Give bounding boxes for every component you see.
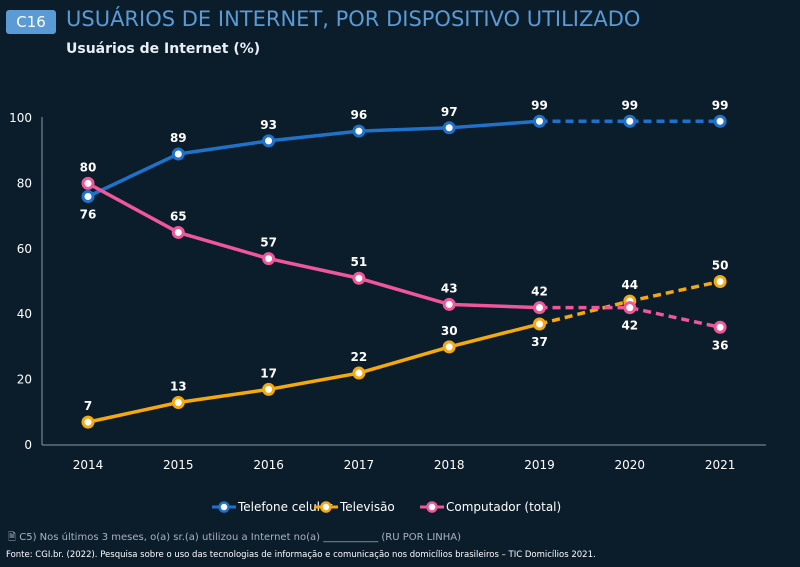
data-point [352,124,366,138]
data-label: 97 [441,105,458,119]
y-tick-label: 100 [9,111,32,125]
legend-label: Telefone celular [237,500,332,514]
y-tick-label: 20 [17,373,32,387]
footnote: 🗎 C5) Nos últimos 3 meses, o(a) sr.(a) u… [8,530,461,547]
series-line-solid [87,322,540,424]
chart-subtitle: Usuários de Internet (%) [66,41,261,57]
data-point [262,252,276,266]
data-label: 36 [712,338,729,352]
x-tick-label: 2018 [434,458,465,472]
y-tick-label: 40 [17,307,32,321]
document-icon: 🗎 [8,532,17,543]
chart-title: USUÁRIOS DE INTERNET, POR DISPOSITIVO UT… [66,7,641,31]
x-tick-label: 2019 [524,458,555,472]
data-point [442,121,456,135]
data-point [262,134,276,148]
series-line-solid [87,119,540,199]
data-point [262,382,276,396]
data-label: 96 [351,108,368,122]
data-point [533,317,546,331]
data-label: 89 [170,131,187,145]
data-label: 30 [441,324,458,338]
data-point [81,415,95,429]
data-point [713,114,727,128]
legend-label: Televisão [339,500,395,514]
data-point [533,301,546,315]
data-label: 22 [351,350,368,364]
data-label: 43 [441,281,458,295]
data-point [623,301,637,315]
data-label: 37 [531,335,548,349]
data-label: 7 [84,399,92,413]
data-label: 76 [80,207,97,221]
data-point [81,189,95,203]
data-label: 13 [170,379,187,393]
x-tick-label: 2021 [705,458,736,472]
data-label: 99 [712,98,729,112]
x-tick-label: 2014 [73,458,104,472]
data-label: 51 [351,255,368,269]
data-point [352,366,366,380]
data-label: 93 [260,118,277,132]
x-tick-label: 2020 [615,458,646,472]
data-label: 57 [260,236,277,250]
data-point [352,271,366,285]
data-label: 80 [80,160,97,174]
data-point [533,114,546,128]
data-point [623,114,637,128]
data-label: 50 [712,259,729,273]
legend-marker [320,501,332,513]
footnote-text: C5) Nos últimos 3 meses, o(a) sr.(a) uti… [19,532,462,543]
legend-marker [218,501,230,513]
chart-badge: C16 [6,10,56,34]
x-tick-label: 2016 [253,458,284,472]
data-point [713,275,727,288]
data-point [171,395,185,409]
data-label: 44 [621,278,638,292]
data-point [442,297,456,311]
legend-marker [426,501,438,513]
data-label: 99 [531,98,548,112]
data-point [171,147,185,161]
series-line-dashed [539,305,721,329]
series-line-solid [87,181,540,310]
y-tick-label: 80 [17,176,32,190]
source-text: Fonte: CGI.br. (2022). Pesquisa sobre o … [6,550,596,560]
y-tick-label: 60 [17,242,32,256]
data-point [713,320,727,334]
data-label: 17 [260,366,277,380]
data-label: 99 [621,98,638,112]
data-label: 42 [621,319,638,333]
data-point [81,176,95,190]
data-point [442,340,456,354]
data-point [171,225,185,239]
data-label: 65 [170,209,187,223]
y-tick-label: 0 [24,438,32,452]
x-tick-label: 2015 [163,458,194,472]
legend-label: Computador (total) [446,500,561,514]
data-label: 42 [531,285,548,299]
x-tick-label: 2017 [344,458,375,472]
